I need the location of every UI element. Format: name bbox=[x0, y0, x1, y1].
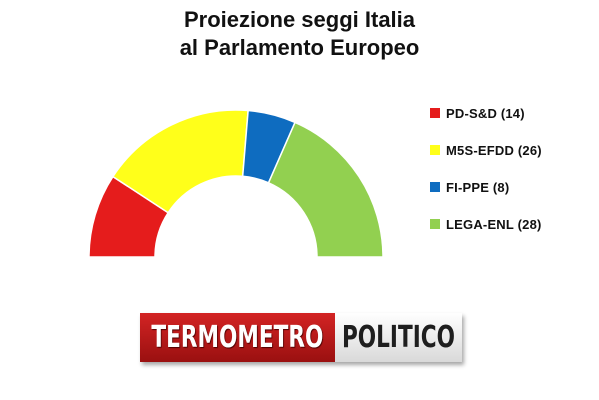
chart-title: Proiezione seggi Italia al Parlamento Eu… bbox=[0, 6, 599, 62]
termometro-politico-logo: TERMOMETRO POLITICO bbox=[140, 313, 462, 362]
legend-label-pd-sd: PD-S&D (14) bbox=[446, 105, 525, 121]
chart-title-line-2: al Parlamento Europeo bbox=[179, 35, 420, 60]
chart-title-line-1: Proiezione seggi Italia bbox=[183, 7, 416, 32]
legend-swatch-fi-ppe bbox=[430, 182, 440, 192]
legend-label-lega-enl: LEGA-ENL (28) bbox=[446, 216, 542, 232]
seat-segment-lega-enl bbox=[267, 121, 384, 258]
logo-left-text: TERMOMETRO bbox=[151, 320, 324, 355]
legend-swatch-lega-enl bbox=[430, 219, 440, 229]
legend-item-m5s-efdd: M5S-EFDD (26) bbox=[430, 141, 542, 159]
chart-legend: PD-S&D (14) M5S-EFDD (26) FI-PPE (8) LEG… bbox=[430, 104, 542, 252]
logo-right-text: POLITICO bbox=[342, 320, 455, 355]
legend-swatch-m5s-efdd bbox=[430, 145, 440, 155]
logo-left-block: TERMOMETRO bbox=[140, 313, 335, 362]
legend-label-m5s-efdd: M5S-EFDD (26) bbox=[446, 142, 542, 158]
legend-item-pd-sd: PD-S&D (14) bbox=[430, 104, 542, 122]
logo-right-block: POLITICO bbox=[335, 313, 462, 362]
legend-item-fi-ppe: FI-PPE (8) bbox=[430, 178, 542, 196]
legend-label-fi-ppe: FI-PPE (8) bbox=[446, 179, 510, 195]
legend-item-lega-enl: LEGA-ENL (28) bbox=[430, 215, 542, 233]
legend-swatch-pd-sd bbox=[430, 108, 440, 118]
